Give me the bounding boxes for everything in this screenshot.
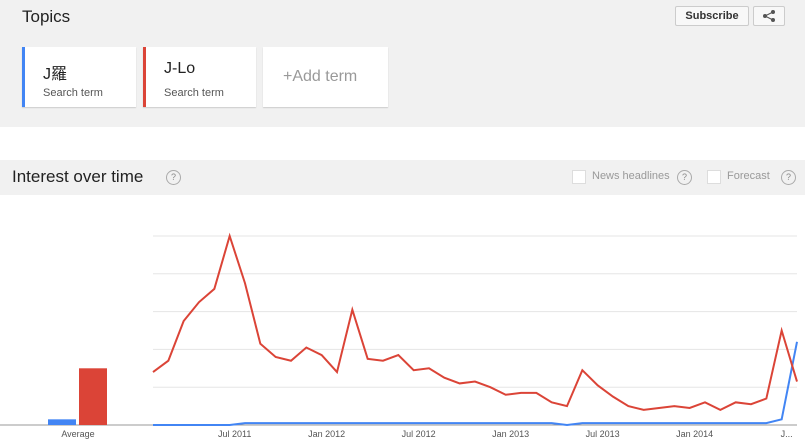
checkbox[interactable] [572,170,586,184]
topics-title: Topics [22,7,71,26]
x-tick-label: Jan 2013 [492,429,529,439]
average-bar [48,419,76,425]
section-title: Interest over time [12,167,144,186]
average-label: Average [61,429,94,439]
term-name: J-Lo [164,60,196,77]
term-sub: Search term [164,87,224,99]
add-term-label: +Add term [283,68,358,85]
chart: Jul 2011 Jan 2012 Jul 2012 Jan 2013 Jul 2013… [0,232,798,439]
line [153,341,798,427]
x-tick-label: Jul 2013 [586,429,620,439]
average-bar [79,368,107,425]
checkbox[interactable] [707,170,721,184]
add-term[interactable]: +Add term [263,47,388,107]
term-sub: Search term [43,87,103,99]
x-tick-label: Jul 2012 [402,429,436,439]
x-tick-label: Jan 2012 [308,429,345,439]
term-name: J羅 [43,66,68,83]
x-tick-label: Jul 2011 [218,429,251,439]
help-icon[interactable]: ? [166,170,181,185]
x-tick-label: J... [781,429,793,439]
line [152,232,798,411]
share-button[interactable] [753,6,785,26]
forecast-label: Forecast [727,170,770,182]
help-icon[interactable]: ? [677,170,692,185]
subscribe-button[interactable]: Subscribe [675,6,749,26]
share-icon [763,10,775,22]
help-icon[interactable]: ? [781,170,796,185]
topics-panel: Topics Subscribe J羅 Search term J-Lo Sea… [0,0,805,127]
term-card[interactable]: J-Lo Search term [143,47,256,107]
section-header: Interest over time ? News headlines ? Fo… [0,160,805,195]
x-tick-label: Jan 2014 [676,429,713,439]
news-label: News headlines [592,170,670,182]
term-card[interactable]: J羅 Search term [22,47,136,107]
